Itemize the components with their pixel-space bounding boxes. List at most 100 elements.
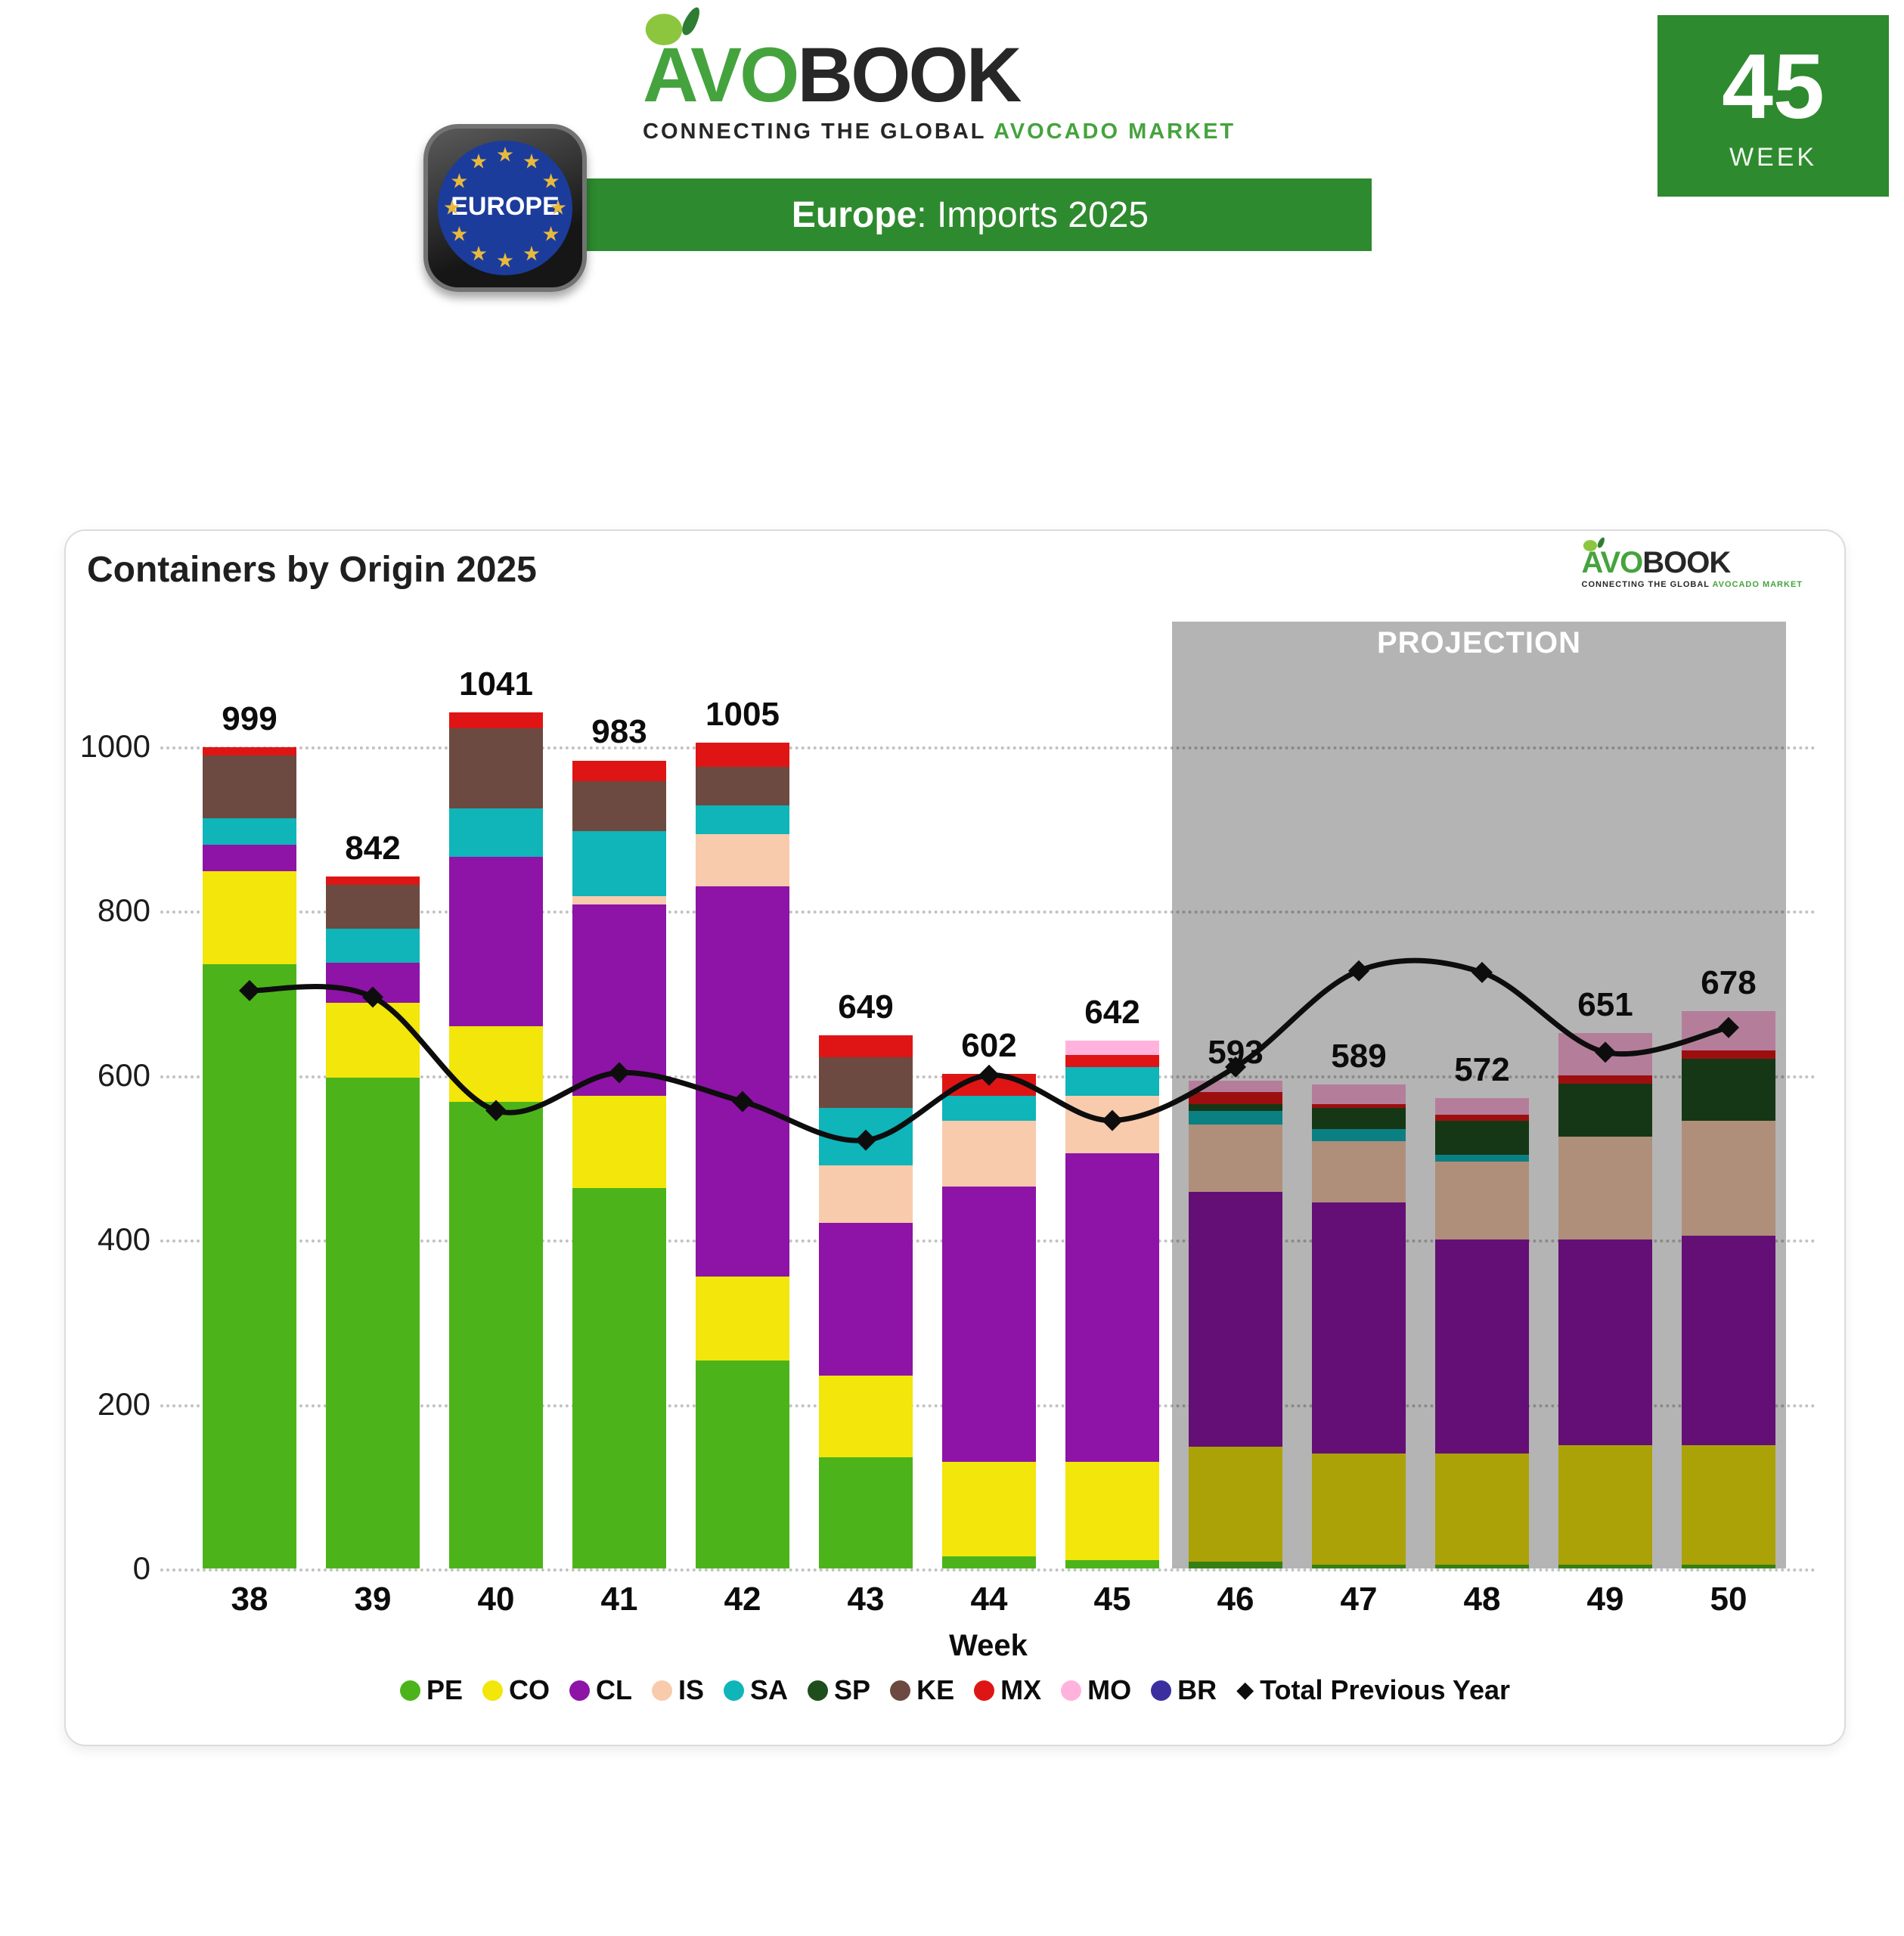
y-tick-label: 200 xyxy=(97,1385,150,1422)
eu-star-icon: ★ xyxy=(469,242,488,265)
europe-region-badge: EUROPE ★ ★ ★ ★ ★ ★ ★ ★ ★ ★ ★ ★ xyxy=(423,124,587,292)
segment-MX xyxy=(326,876,420,885)
x-axis: 38 39 40 41 42 43 44 45 46 47 48 49 50 xyxy=(160,1581,1816,1626)
segment-MO xyxy=(1065,1041,1159,1055)
segment-PE xyxy=(696,1360,789,1568)
x-tick-label: 43 xyxy=(847,1581,885,1618)
avobook-logo: AVOBOOK CONNECTING THE GLOBAL AVOCADO MA… xyxy=(642,5,1248,144)
legend-item-BR: BR xyxy=(1151,1674,1217,1706)
segment-MX xyxy=(449,712,543,729)
segment-PE xyxy=(1065,1560,1159,1568)
diamond-marker xyxy=(1348,960,1369,982)
legend-dot-icon xyxy=(1151,1680,1172,1701)
bar-total-label: 642 xyxy=(1084,994,1140,1032)
diamond-icon: ◆ xyxy=(1236,1677,1254,1702)
segment-CL xyxy=(1065,1153,1159,1462)
segment-CL xyxy=(203,845,296,872)
segment-CO xyxy=(819,1375,913,1458)
bar-total-label: 589 xyxy=(1331,1037,1387,1075)
segment-PE xyxy=(326,1078,420,1568)
bar-week-44 xyxy=(942,1073,1036,1568)
legend-item-SA: SA xyxy=(724,1674,788,1706)
bar-total-label: 1041 xyxy=(459,666,533,703)
legend-item-IS: IS xyxy=(652,1674,704,1706)
legend-item-KE: KE xyxy=(890,1674,954,1706)
diamond-marker xyxy=(855,1129,876,1151)
y-tick-label: 600 xyxy=(97,1056,150,1093)
logo-text-avo: AVO xyxy=(643,32,799,118)
segment-MX xyxy=(819,1035,913,1057)
segment-PE xyxy=(203,964,296,1568)
region-badge-label: EUROPE xyxy=(451,192,560,221)
chart-legend: PE CO CL IS SA SP KE MX MO BR ◆ Total Previous Year xyxy=(66,1674,1844,1706)
previous-year-line xyxy=(239,957,1739,1151)
segment-CL xyxy=(942,1186,1036,1462)
logo-tagline: CONNECTING THE GLOBAL AVOCADO MARKET xyxy=(643,119,1236,144)
y-tick-label: 800 xyxy=(97,892,150,929)
segment-CO xyxy=(696,1277,789,1360)
bar-week-39 xyxy=(326,876,420,1568)
legend-item-MO: MO xyxy=(1061,1674,1131,1706)
segment-KE xyxy=(326,884,420,929)
x-tick-label: 40 xyxy=(477,1581,515,1618)
legend-item-PE: PE xyxy=(399,1674,463,1706)
segment-IS xyxy=(819,1165,913,1224)
eu-star-icon: ★ xyxy=(442,196,462,219)
legend-dot-icon xyxy=(569,1680,591,1701)
eu-star-icon: ★ xyxy=(450,169,469,193)
legend-label: SA xyxy=(750,1674,789,1705)
legend-dot-icon xyxy=(724,1680,745,1701)
segment-PE xyxy=(449,1101,543,1568)
y-tick-label: 400 xyxy=(97,1221,150,1258)
segment-KE xyxy=(696,767,789,806)
segment-SA xyxy=(449,808,543,857)
x-tick-label: 44 xyxy=(970,1581,1008,1618)
chart-title: Containers by Origin 2025 xyxy=(87,550,537,590)
legend-label: IS xyxy=(678,1674,705,1705)
legend-item-total-previous-year: ◆ Total Previous Year xyxy=(1236,1674,1510,1706)
x-axis-title: Week xyxy=(949,1629,1028,1662)
diamond-marker xyxy=(1718,1016,1739,1038)
legend-dot-icon xyxy=(974,1680,995,1701)
chart-card: Containers by Origin 2025 AVOBOOK CONNEC… xyxy=(64,529,1846,1746)
bar-week-45 xyxy=(1065,1041,1159,1568)
legend-item-SP: SP xyxy=(808,1674,870,1706)
legend-label: CL xyxy=(596,1674,633,1705)
diamond-marker xyxy=(485,1100,507,1122)
bar-week-40 xyxy=(449,712,543,1568)
eu-star-icon: ★ xyxy=(522,242,541,265)
diamond-marker xyxy=(1102,1109,1123,1131)
segment-MX xyxy=(203,747,296,755)
y-tick-label: 1000 xyxy=(79,728,150,764)
segment-CL xyxy=(696,886,789,1277)
avobook-wordmark: AVOBOOK xyxy=(642,5,1248,113)
x-tick-label: 38 xyxy=(231,1581,268,1618)
gridline xyxy=(160,746,1816,749)
week-number-badge: 45 WEEK xyxy=(1657,15,1889,197)
avobook-mini-logo: AVOBOOK CONNECTING THE GLOBAL AVOCADO MA… xyxy=(1582,536,1803,589)
legend-item-CL: CL xyxy=(569,1674,632,1706)
legend-label: MO xyxy=(1087,1674,1132,1705)
bar-week-42 xyxy=(696,742,789,1568)
segment-CL xyxy=(449,856,543,1026)
segment-MX xyxy=(696,742,789,768)
segment-KE xyxy=(203,755,296,818)
segment-SA xyxy=(1065,1066,1159,1096)
segment-CO xyxy=(572,1096,666,1188)
legend-label: Total Previous Year xyxy=(1260,1674,1510,1705)
segment-PE xyxy=(572,1187,666,1568)
week-badge-label: WEEK xyxy=(1729,142,1818,172)
eu-flag-icon: EUROPE ★ ★ ★ ★ ★ ★ ★ ★ ★ ★ ★ ★ xyxy=(438,141,572,275)
diamond-marker xyxy=(1595,1041,1616,1063)
legend-label: CO xyxy=(509,1674,550,1705)
eu-star-icon: ★ xyxy=(450,222,469,246)
diamond-marker xyxy=(1225,1056,1246,1078)
segment-PE xyxy=(942,1556,1036,1568)
legend-label: SP xyxy=(834,1674,871,1705)
x-tick-label: 50 xyxy=(1710,1581,1747,1618)
segment-CO xyxy=(1065,1461,1159,1561)
gridline xyxy=(160,911,1816,914)
segment-MX xyxy=(1065,1054,1159,1067)
bar-total-label: 593 xyxy=(1208,1034,1264,1072)
legend-dot-icon xyxy=(482,1680,504,1701)
